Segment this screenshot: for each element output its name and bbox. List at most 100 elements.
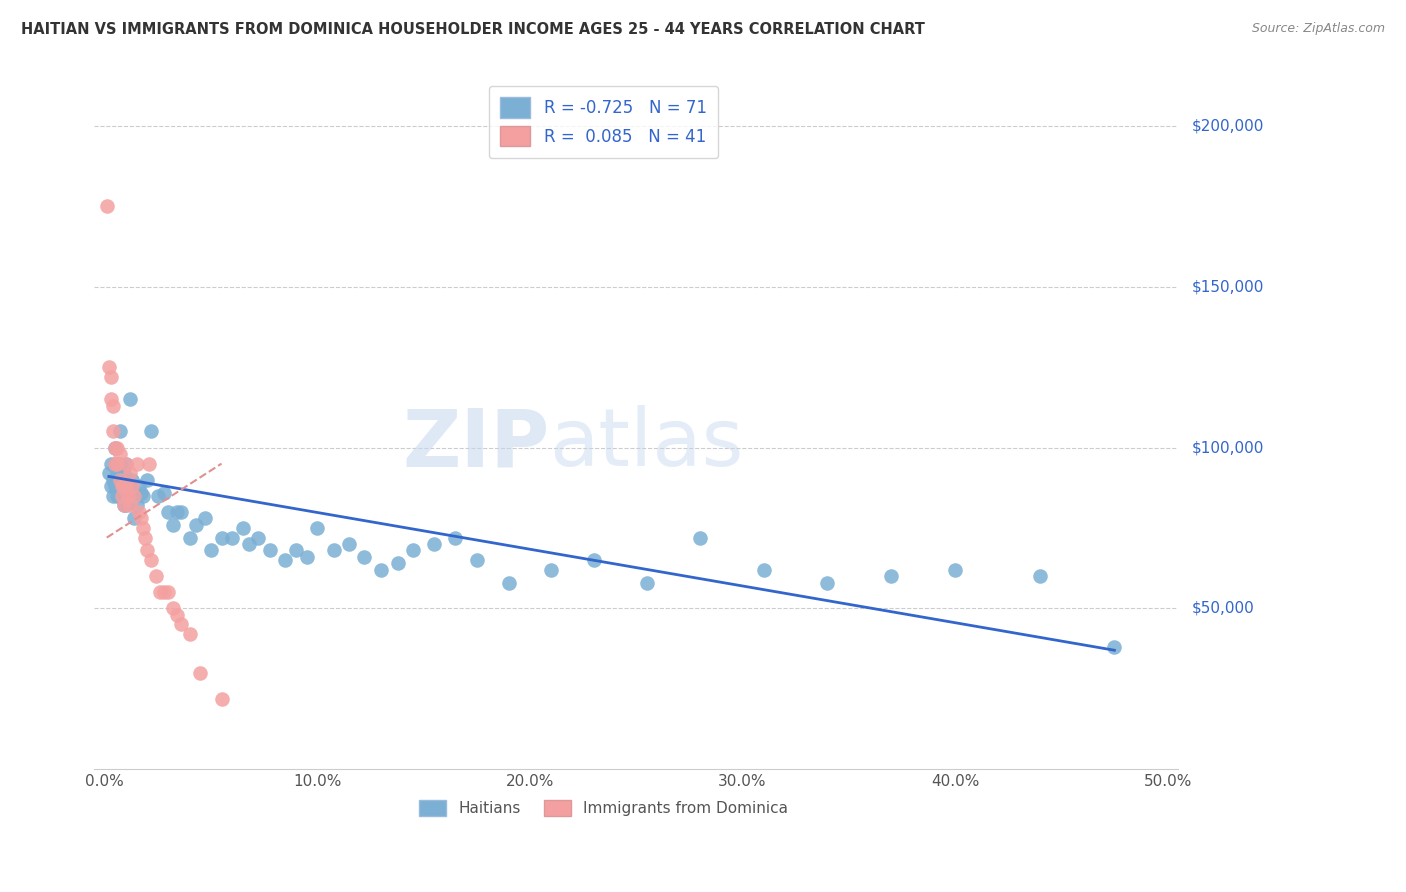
Text: $200,000: $200,000 bbox=[1192, 119, 1264, 133]
Point bbox=[129, 511, 152, 525]
Point bbox=[1104, 640, 1126, 654]
Point bbox=[104, 479, 127, 493]
Point bbox=[112, 499, 135, 513]
Point bbox=[115, 457, 138, 471]
Point bbox=[134, 531, 156, 545]
Point bbox=[97, 359, 120, 374]
Point bbox=[184, 517, 207, 532]
Point bbox=[179, 627, 201, 641]
Point bbox=[120, 499, 142, 513]
Point bbox=[136, 473, 159, 487]
Point bbox=[259, 543, 281, 558]
Point bbox=[284, 543, 307, 558]
Point bbox=[636, 575, 658, 590]
Point bbox=[238, 537, 260, 551]
Point bbox=[124, 485, 146, 500]
Point bbox=[141, 425, 163, 439]
Point bbox=[295, 549, 318, 564]
Point bbox=[101, 473, 124, 487]
Point bbox=[124, 511, 146, 525]
Point bbox=[128, 505, 150, 519]
Point bbox=[111, 489, 134, 503]
Point bbox=[121, 473, 143, 487]
Point bbox=[153, 585, 176, 599]
Point bbox=[1029, 569, 1052, 583]
Point bbox=[170, 617, 193, 632]
Text: $150,000: $150,000 bbox=[1192, 279, 1264, 294]
Point bbox=[112, 467, 135, 481]
Point bbox=[689, 531, 711, 545]
Point bbox=[115, 499, 138, 513]
Point bbox=[193, 511, 215, 525]
Point bbox=[157, 505, 180, 519]
Point bbox=[105, 467, 128, 481]
Point bbox=[112, 499, 135, 513]
Point bbox=[115, 479, 138, 493]
Point bbox=[112, 479, 135, 493]
Point bbox=[100, 369, 122, 384]
Point bbox=[141, 553, 163, 567]
Point bbox=[100, 457, 122, 471]
Point bbox=[111, 479, 134, 493]
Point bbox=[108, 425, 131, 439]
Point bbox=[246, 531, 269, 545]
Point bbox=[274, 553, 297, 567]
Point bbox=[117, 473, 139, 487]
Point bbox=[100, 479, 122, 493]
Point bbox=[370, 563, 392, 577]
Point bbox=[129, 485, 152, 500]
Point bbox=[138, 457, 160, 471]
Point bbox=[124, 489, 146, 503]
Point bbox=[105, 489, 128, 503]
Point bbox=[498, 575, 520, 590]
Point bbox=[423, 537, 446, 551]
Point bbox=[540, 563, 562, 577]
Text: Source: ZipAtlas.com: Source: ZipAtlas.com bbox=[1251, 22, 1385, 36]
Point bbox=[120, 392, 142, 407]
Point bbox=[111, 473, 134, 487]
Point bbox=[166, 505, 188, 519]
Point bbox=[402, 543, 425, 558]
Point bbox=[157, 585, 180, 599]
Point bbox=[221, 531, 243, 545]
Point bbox=[200, 543, 222, 558]
Point bbox=[108, 457, 131, 471]
Point bbox=[105, 457, 128, 471]
Point bbox=[104, 457, 127, 471]
Point bbox=[132, 489, 155, 503]
Point bbox=[125, 457, 148, 471]
Point bbox=[170, 505, 193, 519]
Point bbox=[465, 553, 488, 567]
Point bbox=[108, 447, 131, 461]
Point bbox=[104, 441, 127, 455]
Point bbox=[97, 467, 120, 481]
Point bbox=[211, 691, 233, 706]
Point bbox=[815, 575, 838, 590]
Point bbox=[162, 517, 184, 532]
Text: $50,000: $50,000 bbox=[1192, 601, 1254, 615]
Point bbox=[444, 531, 467, 545]
Legend: Haitians, Immigrants from Dominica: Haitians, Immigrants from Dominica bbox=[411, 792, 796, 824]
Point bbox=[880, 569, 903, 583]
Point bbox=[188, 665, 211, 680]
Point bbox=[145, 569, 167, 583]
Point bbox=[582, 553, 605, 567]
Point bbox=[146, 489, 169, 503]
Point bbox=[125, 499, 148, 513]
Point bbox=[166, 607, 188, 622]
Point bbox=[108, 473, 131, 487]
Point bbox=[121, 479, 143, 493]
Text: $100,000: $100,000 bbox=[1192, 440, 1264, 455]
Point bbox=[353, 549, 375, 564]
Text: HAITIAN VS IMMIGRANTS FROM DOMINICA HOUSEHOLDER INCOME AGES 25 - 44 YEARS CORREL: HAITIAN VS IMMIGRANTS FROM DOMINICA HOUS… bbox=[21, 22, 925, 37]
Point bbox=[105, 441, 128, 455]
Text: ZIP: ZIP bbox=[402, 405, 550, 483]
Point bbox=[232, 521, 254, 535]
Point bbox=[323, 543, 346, 558]
Point bbox=[115, 457, 138, 471]
Point bbox=[120, 467, 142, 481]
Point bbox=[104, 441, 127, 455]
Point bbox=[387, 557, 409, 571]
Point bbox=[162, 601, 184, 615]
Point bbox=[307, 521, 329, 535]
